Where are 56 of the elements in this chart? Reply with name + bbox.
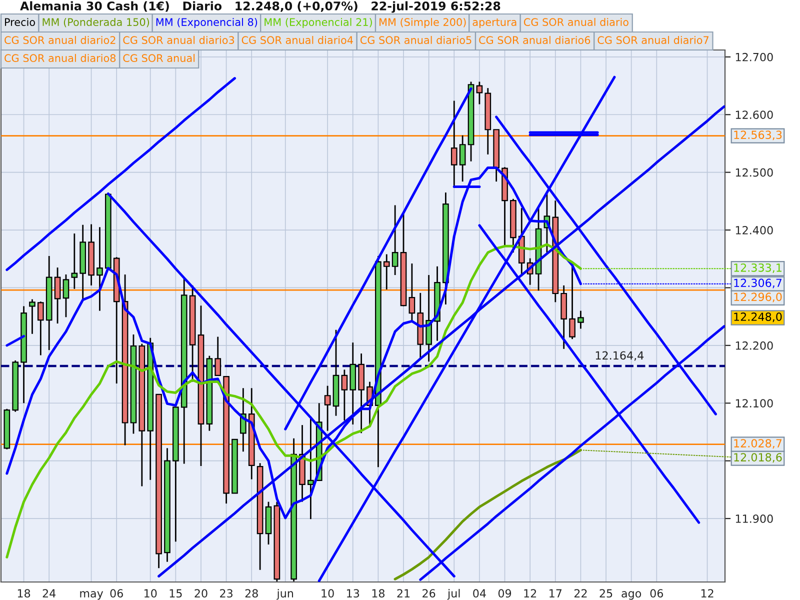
text: 12.248,0 [734, 312, 782, 322]
y-tick-label: 11.900 [736, 514, 773, 523]
x-tick-label: 10 [322, 589, 334, 598]
x-tick-label: 21 [397, 589, 410, 598]
x-tick-label: 22 [574, 589, 587, 598]
x-tick-label: 13 [347, 589, 360, 598]
x-tick-label: 24 [42, 589, 56, 598]
text: CG SOR anual diario3 [123, 36, 234, 44]
annotation: CG SOR anual diario8 [4, 54, 116, 62]
x-tick-label: 26 [422, 589, 436, 598]
x-tick-label: 18 [18, 589, 30, 598]
text: apertura [472, 18, 516, 28]
x-tick-label: 25 [600, 589, 612, 598]
chart-title: Alemania 30 Cash (1€) Diario 12.248,0 (+0,07%) 22-jul-2019 6:52:28 [20, 1, 500, 13]
y-tick-label: 12.500 [736, 168, 773, 177]
x-tick-label: jul [447, 588, 460, 600]
x-tick-label: 06 [650, 589, 664, 598]
annotation: CG SOR anual [123, 54, 195, 62]
x-tick-label: jun [276, 588, 294, 600]
x-tick-label: 09 [498, 589, 512, 598]
data-label: 12.306,7 [734, 278, 782, 288]
ref-line-label: 12.296,0 [734, 292, 782, 302]
x-tick-label: 28 [245, 589, 258, 598]
x-tick-label: 15 [170, 589, 182, 598]
text: MM (Ponderada 150) [42, 18, 150, 28]
text: CG SOR anual diario4 [242, 36, 353, 44]
x-tick-label: 04 [473, 589, 486, 598]
x-tick-label: 20 [194, 589, 208, 598]
text: CG SOR anual diario [524, 18, 628, 26]
ref-line-label: 12.164,4 [596, 351, 644, 361]
y-tick-label: 12.100 [736, 399, 773, 408]
data-label: 12.333,1 [734, 263, 782, 273]
x-tick-label: 12 [701, 589, 714, 598]
x-tick-label: 18 [372, 589, 384, 598]
y-tick-label: 12.400 [736, 226, 773, 234]
text: MM (Exponencial 8) [156, 18, 258, 28]
text: CG SOR anual diario5 [360, 36, 472, 44]
x-tick-label: 12 [524, 589, 536, 598]
x-tick-label: 17 [550, 589, 562, 598]
text: Precio [5, 18, 35, 26]
y-tick-label: 12.200 [736, 341, 773, 350]
text: CG SOR anual diario7 [598, 36, 708, 44]
x-tick-label: 23 [220, 589, 232, 598]
x-tick-label: 06 [110, 589, 123, 598]
data-label: 12.018,6 [734, 453, 782, 463]
y-tick-label: 12.700 [736, 52, 773, 62]
ref-line-label: 12.028,7 [734, 439, 782, 449]
text: MM (Exponencial 21) [264, 18, 372, 28]
text: MM (Simple 200) [380, 18, 466, 28]
y-tick-label: 12.600 [736, 110, 773, 120]
x-tick-label: ago [622, 591, 642, 600]
ref-line-label: 12.563,3 [734, 130, 782, 140]
text: CG SOR anual diario2 [4, 36, 116, 44]
x-tick-label: may [80, 591, 104, 600]
text: CG SOR anual diario6 [479, 36, 590, 44]
x-tick-label: 10 [144, 589, 157, 598]
